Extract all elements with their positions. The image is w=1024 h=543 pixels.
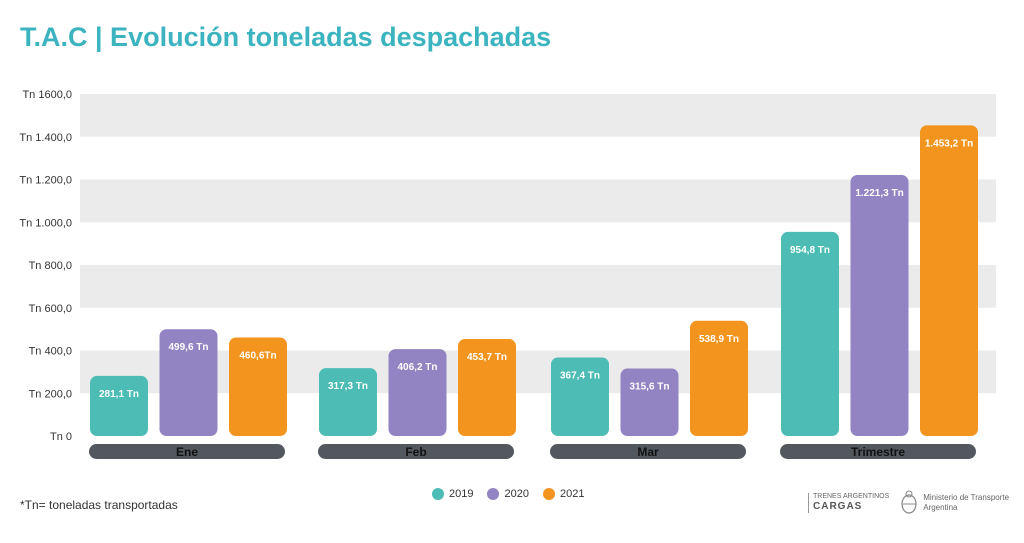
data-label: 453,7 Tn (467, 352, 507, 363)
bar-2021-mar (690, 320, 748, 436)
chart-title: T.A.C | Evolución toneladas despachadas (20, 22, 552, 52)
data-label: 1.453,2 Tn (925, 138, 973, 149)
y-tick-label: Tn 400,0 (29, 346, 72, 358)
y-tick-label: Tn 800,0 (29, 260, 72, 272)
data-label: 1.221,3 Tn (855, 188, 903, 199)
legend-swatch-2021 (542, 488, 555, 500)
category-pill (780, 444, 976, 459)
coat-of-arms-icon (901, 490, 917, 514)
category-pill (550, 444, 746, 459)
y-tick-label: Tn 1.000,0 (19, 217, 72, 229)
y-tick-label: Tn 200,0 (29, 388, 72, 400)
bar-2020-feb (388, 349, 447, 436)
y-tick-label: Tn 600,0 (29, 303, 72, 315)
legend-swatch-2020 (487, 488, 500, 500)
data-label: 460,6Tn (239, 351, 276, 362)
legend-item-2019: 2019 (432, 488, 473, 500)
data-label: 406,2 Tn (397, 362, 437, 373)
bar-2020-trimestre (850, 174, 909, 436)
category-pill (89, 444, 285, 459)
data-label: 954,8 Tn (790, 245, 830, 256)
legend-item-2021: 2021 (542, 488, 585, 500)
x-category-label: Feb (405, 445, 426, 459)
data-label: 315,6 Tn (629, 382, 669, 393)
logos: TRENES ARGENTINOS CARGAS Ministerio de T… (808, 490, 1009, 516)
trenes-logo-line1: TRENES ARGENTINOS (813, 493, 890, 501)
ministerio-logo-line2: Argentina (923, 503, 958, 512)
bar-2019-ene (90, 375, 148, 436)
bar-2020-ene (159, 329, 218, 436)
bar-2021-ene (229, 337, 287, 436)
bar-2020-mar (620, 368, 679, 436)
bar-2021-trimestre (920, 125, 978, 436)
y-tick-label: Tn 1.200,0 (19, 175, 72, 187)
bar-2019-trimestre (781, 231, 839, 436)
data-label: 499,6 Tn (168, 342, 208, 353)
legend-label-2019: 2019 (449, 488, 474, 500)
x-category-label: Trimestre (851, 445, 905, 459)
bar-2019-mar (551, 357, 609, 436)
grid-band (80, 94, 996, 137)
bar-2019-feb (319, 368, 377, 436)
footnote: *Tn= toneladas transportadas (20, 498, 178, 512)
x-category-label: Ene (176, 445, 198, 459)
y-tick-label: Tn 1600,0 (22, 89, 72, 101)
ministerio-logo: Ministerio de Transporte Argentina (899, 490, 1009, 516)
bar-2021-feb (458, 339, 516, 436)
legend: 2019 2020 2021 (432, 488, 584, 500)
grid-band (80, 265, 996, 308)
legend-label-2021: 2021 (559, 488, 585, 500)
y-tick-label: Tn 0 (50, 431, 72, 443)
grid-band (80, 179, 996, 223)
trenes-logo-line2: CARGAS (813, 501, 863, 513)
data-label: 317,3 Tn (328, 381, 368, 392)
data-label: 281,1 Tn (99, 389, 139, 400)
category-pill (318, 444, 514, 459)
legend-swatch-2019 (432, 488, 444, 500)
data-label: 538,9 Tn (699, 334, 739, 345)
ministerio-logo-line1: Ministerio de Transporte (923, 492, 1010, 502)
trenes-argentinos-logo: TRENES ARGENTINOS CARGAS (808, 493, 889, 513)
x-category-label: Mar (637, 445, 659, 459)
data-label: 367,4 Tn (560, 370, 600, 381)
legend-label-2020: 2020 (504, 488, 529, 500)
y-tick-label: Tn 1.400,0 (19, 132, 72, 144)
legend-item-2020: 2020 (487, 488, 529, 500)
